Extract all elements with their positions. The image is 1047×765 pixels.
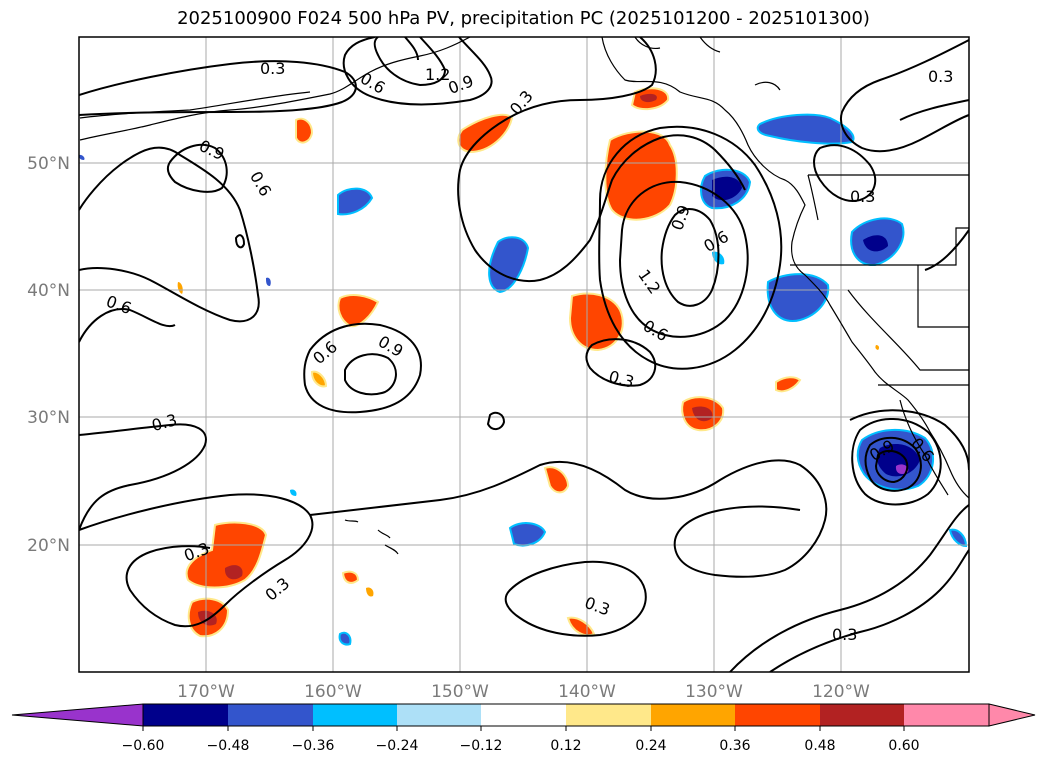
contour-label-1.2: 1.2: [425, 65, 450, 84]
colorbar-tick: 0.24: [635, 738, 666, 754]
colorbar-tick: 0.48: [804, 738, 835, 754]
lon-label-120w: 120°W: [812, 682, 870, 702]
colorbar-tick: −0.60: [122, 738, 165, 754]
colorbar-bin: [313, 704, 397, 726]
colorbar-tick: −0.24: [376, 738, 419, 754]
contour-label-0.3: 0.3: [832, 625, 857, 644]
colorbar-tick: −0.36: [292, 738, 335, 754]
colorbar-tick: −0.12: [460, 738, 503, 754]
colorbar-tick: 0.36: [719, 738, 750, 754]
colorbar-extend-high: [988, 703, 1036, 727]
plot-frame: [78, 36, 970, 673]
colorbar-bin: [820, 704, 904, 726]
colorbar-bin: [651, 704, 735, 726]
lat-label-30n: 30°N: [27, 408, 70, 428]
colorbar-bin: [566, 704, 651, 726]
colorbar-bin: [143, 704, 228, 726]
pv-contours: [79, 37, 969, 672]
contour-label-0.3: 0.3: [260, 59, 285, 78]
colorbar-tick: −0.48: [207, 738, 250, 754]
precip-positive-areas: [177, 87, 880, 638]
lat-label-40n: 40°N: [27, 281, 70, 301]
colorbar-tick: 0.60: [888, 738, 919, 754]
contour-label-0.3: 0.3: [928, 67, 953, 86]
lon-label-150w: 150°W: [431, 682, 489, 702]
colorbar-bin: [904, 704, 989, 726]
colorbar: −0.60 −0.48 −0.36 −0.24 −0.12 0.12 0.24 …: [11, 703, 1036, 754]
lat-label-20n: 20°N: [27, 536, 70, 556]
colorbar-bin: [481, 704, 566, 726]
map-title: 2025100900 F024 500 hPa PV, precipitatio…: [177, 8, 870, 29]
colorbar-bin: [735, 704, 820, 726]
colorbar-bin: [228, 704, 313, 726]
colorbar-extend-low: [11, 703, 144, 727]
precip-negative-areas: [79, 113, 968, 646]
contour-label-0.3: 0.3: [850, 187, 875, 206]
lon-label-160w: 160°W: [304, 682, 362, 702]
colorbar-tick: 0.12: [550, 738, 581, 754]
lon-label-170w: 170°W: [177, 682, 235, 702]
longitude-labels: 170°W 160°W 150°W 140°W 130°W 120°W: [177, 682, 870, 702]
lat-label-50n: 50°N: [27, 154, 70, 174]
graticule: [79, 37, 969, 672]
colorbar-bin: [397, 704, 481, 726]
lon-label-140w: 140°W: [558, 682, 616, 702]
latitude-labels: 50°N 40°N 30°N 20°N: [27, 154, 70, 556]
lon-label-130w: 130°W: [685, 682, 743, 702]
